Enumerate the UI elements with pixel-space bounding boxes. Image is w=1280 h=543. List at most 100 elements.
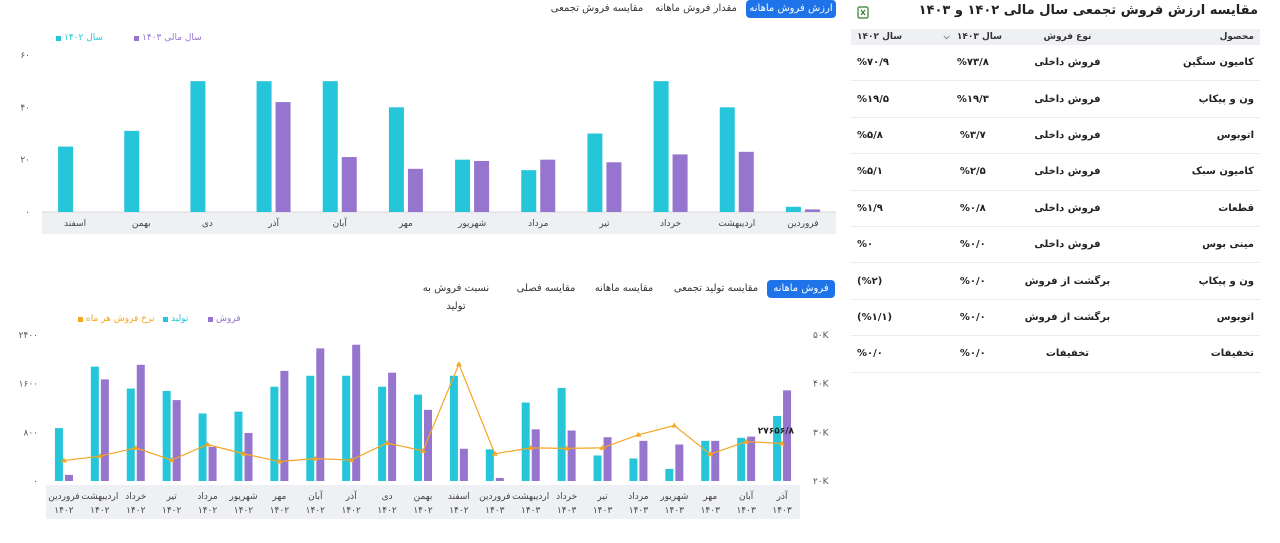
x-tick-label: بهمن [132,219,151,229]
legend-sales-rate-label: نرخ فروش هر ماه [86,314,155,324]
sales-rate-point [743,438,750,444]
tab-monthly-sales-quantity[interactable]: مقدار فروش ماهانه [655,3,737,14]
col-header-sale-type[interactable]: نوع فروش [1017,29,1118,45]
legend-1402-label: سال ۱۴۰۲ [64,33,104,43]
x-tick-label: خرداد [660,219,681,229]
x-tick-label-year: ۱۴۰۳ [736,506,756,516]
sales-rate-point [132,444,139,450]
bar-production [773,415,782,481]
cell-sale-type: فروش داخلی [1017,190,1118,227]
bar-1403 [407,168,423,212]
cell-1403: %۰/۰ [928,262,1018,300]
x-tick-label: آبان [333,217,348,229]
table-row: %۵/۸ %۳/۷ فروش داخلی اتوبوس [851,117,1260,155]
bar-production [126,388,135,481]
x-tick-label-year: ۱۴۰۲ [234,506,254,516]
x-tick-label-year: ۱۴۰۲ [342,506,362,516]
bar-production [485,449,494,481]
y-right-tick-label: ۵۰K [813,331,830,341]
x-tick-label-year: ۱۴۰۲ [413,506,433,516]
x-tick-label: آذر [345,490,357,502]
tab-seasonal-comparison[interactable]: مقایسه فصلی [516,283,576,294]
bar-1403 [738,151,754,212]
y-left-tick-label: ۸۰۰ [23,428,38,438]
legend-sales-swatch [208,316,213,322]
bar-production [234,411,243,481]
bar-sales [747,436,756,481]
col-header-1403[interactable]: ⌵ سال ۱۴۰۳ [928,29,1018,45]
table-row: %۷۰/۹ %۷۳/۸ فروش داخلی کامیون سنگین [851,45,1260,82]
tab-cumulative-production[interactable]: مقایسه تولید تجمعی [673,283,759,294]
table-row: %۱/۹ %۰/۸ فروش داخلی قطعات [851,190,1260,227]
cell-product: تخفیفات [1117,335,1260,373]
excel-export-icon[interactable] [857,4,869,19]
table-title: مقایسه ارزش فروش تجمعی سال مالی ۱۴۰۲ و ۱… [918,3,1258,18]
x-tick-label: بهمن [414,492,433,502]
cell-product: ون و پیکاپ [1117,80,1260,118]
col-header-product[interactable]: محصول [1117,29,1260,45]
x-tick-label-year: ۱۴۰۳ [772,506,792,516]
x-tick-label: آبان [308,490,323,502]
cell-product: قطعات [1117,190,1260,227]
sales-rate-line [63,362,783,463]
y-right-tick-label: ۴۰K [813,380,830,390]
monthly-sales-production-chart: ۰ ۸۰۰ ۱۶۰۰ ۲۴۰۰ ۲۰K ۳۰K ۴۰K ۵۰K فروردین ۱۴۰۲ اردیب… [19,331,830,519]
y-left-tick-label: ۱۶۰۰ [19,380,38,390]
tab-cumulative-sales[interactable]: مقایسه فروش تجمعی [550,3,644,14]
cell-product: مینی بوس [1117,226,1260,264]
bar-sales [531,429,540,481]
bar-sales [459,448,468,481]
bar-production [629,458,638,481]
x-tick-label-year: ۱۴۰۲ [54,506,74,516]
table-row: %۰/۰ %۰/۰ تخفیفات تخفیفات [851,335,1260,373]
x-tick-label: مرداد [628,492,648,502]
cell-product: اتوبوس [1117,299,1260,337]
cell-sale-type: فروش داخلی [1017,45,1118,82]
sort-chevron-icon[interactable]: ⌵ [943,32,950,41]
cell-1402: %۵/۱ [851,153,929,191]
bar-production [701,440,710,481]
cell-1402: %۷۰/۹ [851,45,929,82]
cell-product: اتوبوس [1117,117,1260,155]
sales-rate-point [563,445,570,451]
x-tick-label-year: ۱۴۰۳ [701,506,721,516]
sales-rate-annotation: ۲۷۶۵۶/۸ [758,427,795,437]
bar-1403 [474,160,490,212]
bar-sales [100,379,109,481]
bar-1402 [785,206,801,212]
x-tick-label: آبان [739,490,754,502]
tab-monthly-comparison[interactable]: مقایسه ماهانه [594,283,654,294]
cell-1403: %۳/۷ [928,117,1018,155]
sales-rate-point [384,440,391,446]
bar-1402 [388,107,404,212]
x-axis-band [46,485,800,519]
x-tick-label-year: ۱۴۰۲ [377,506,397,516]
legend-1403-swatch [134,35,139,41]
x-tick-label: تیر [596,492,608,502]
x-tick-label: دی [382,492,393,502]
cell-1403: %۱۹/۳ [928,80,1018,118]
bar-production [593,455,602,481]
bar-1403 [341,157,357,212]
legend-sales-label: فروش [216,314,241,324]
bar-sales [244,432,253,481]
x-tick-label-year: ۱۴۰۳ [665,506,685,516]
cell-sale-type: برگشت از فروش [1017,299,1118,337]
x-tick-label-year: ۱۴۰۳ [485,506,505,516]
col-header-1402[interactable]: سال ۱۴۰۲ [851,29,929,45]
table-row: %۱۹/۵ %۱۹/۳ فروش داخلی ون و پیکاپ [851,80,1260,118]
x-tick-label: آذر [776,490,788,502]
tab-sales-to-production-ratio[interactable]: نسبت فروش به تولید [422,283,490,312]
col-header-1403-label: سال ۱۴۰۳ [956,32,1003,42]
tab-monthly-sales-value[interactable]: ارزش فروش ماهانه [746,0,836,18]
sales-rate-point [312,455,319,461]
x-tick-label: شهریور [659,492,688,502]
tab-monthly-sales[interactable]: فروش ماهانه [767,280,835,298]
x-tick-label: شهریور [228,492,257,502]
bar-sales [603,437,612,481]
bar-1402 [322,81,338,212]
cell-sale-type: فروش داخلی [1017,226,1118,264]
sales-rate-point [635,431,642,437]
cell-sale-type: فروش داخلی [1017,117,1118,155]
bar-sales [208,446,217,481]
